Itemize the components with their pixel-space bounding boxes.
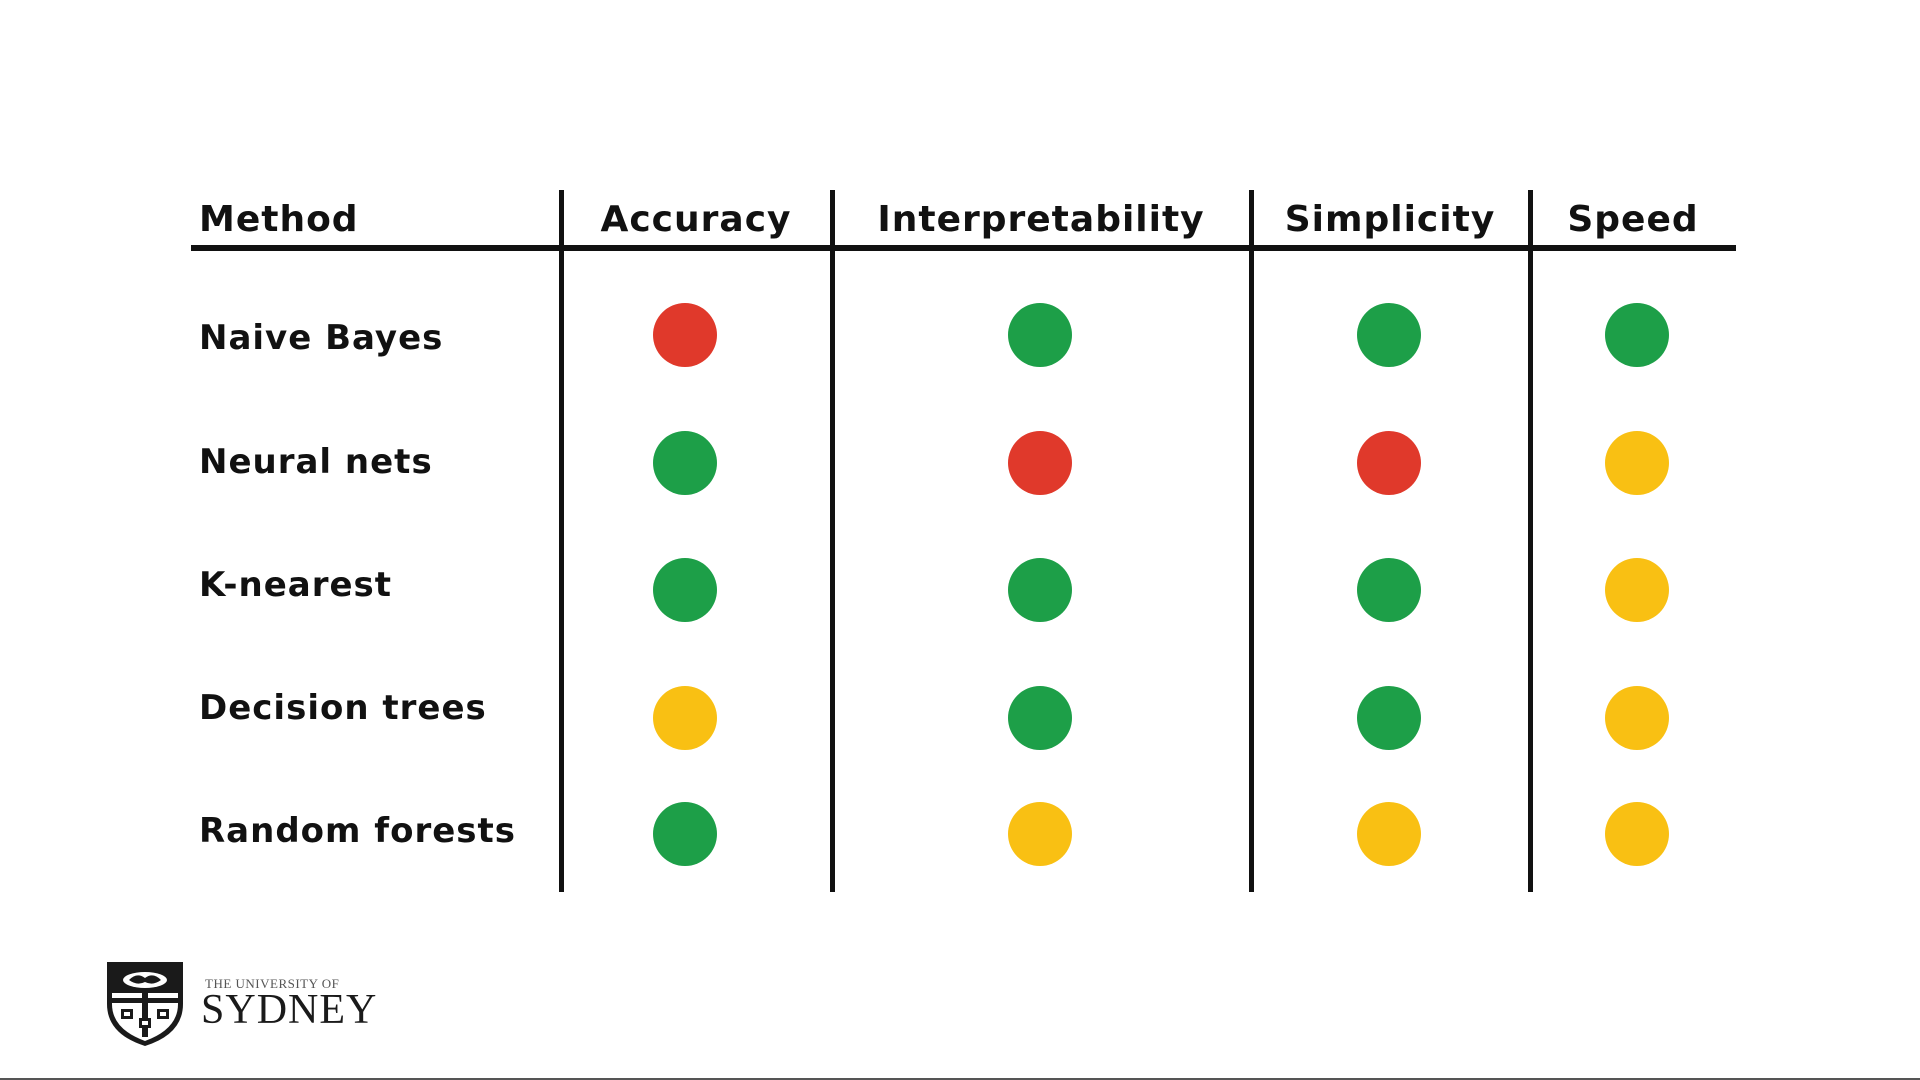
bottom-border <box>0 1078 1920 1080</box>
crest-icon <box>107 962 183 1046</box>
header-rule <box>191 245 1736 251</box>
header-method: Method <box>199 198 359 240</box>
university-logo: THE UNIVERSITY OF SYDNEY <box>99 956 379 1051</box>
rating-dot-naive-bayes-accuracy <box>653 303 717 367</box>
header-accuracy: Accuracy <box>600 198 792 240</box>
rating-dot-neural-nets-interpretability <box>1008 431 1072 495</box>
column-divider-2 <box>830 190 835 892</box>
rating-dot-decision-trees-interpretability <box>1008 686 1072 750</box>
rating-dot-random-forests-interpretability <box>1008 802 1072 866</box>
column-divider-4 <box>1528 190 1533 892</box>
header-interpretability: Interpretability <box>877 198 1205 240</box>
rating-dot-random-forests-simplicity <box>1357 802 1421 866</box>
rating-dot-random-forests-speed <box>1605 802 1669 866</box>
row-label-naive-bayes: Naive Bayes <box>199 318 444 358</box>
header-simplicity: Simplicity <box>1284 198 1496 240</box>
rating-dot-random-forests-accuracy <box>653 802 717 866</box>
header-speed: Speed <box>1567 198 1699 240</box>
rating-dot-neural-nets-accuracy <box>653 431 717 495</box>
row-label-k-nearest: K-nearest <box>199 565 393 605</box>
row-label-neural-nets: Neural nets <box>199 442 433 482</box>
rating-dot-k-nearest-simplicity <box>1357 558 1421 622</box>
rating-dot-neural-nets-simplicity <box>1357 431 1421 495</box>
rating-dot-k-nearest-interpretability <box>1008 558 1072 622</box>
column-divider-3 <box>1249 190 1254 892</box>
rating-dot-naive-bayes-interpretability <box>1008 303 1072 367</box>
rating-dot-naive-bayes-simplicity <box>1357 303 1421 367</box>
rating-dot-k-nearest-accuracy <box>653 558 717 622</box>
logo-big-text: SYDNEY <box>201 987 378 1033</box>
row-label-random-forests: Random forests <box>199 811 516 851</box>
rating-dot-decision-trees-simplicity <box>1357 686 1421 750</box>
row-label-decision-trees: Decision trees <box>199 688 487 728</box>
logo-small-text: THE UNIVERSITY OF <box>205 976 340 991</box>
rating-dot-k-nearest-speed <box>1605 558 1669 622</box>
column-divider-1 <box>559 190 564 892</box>
rating-dot-naive-bayes-speed <box>1605 303 1669 367</box>
rating-dot-neural-nets-speed <box>1605 431 1669 495</box>
rating-dot-decision-trees-accuracy <box>653 686 717 750</box>
rating-dot-decision-trees-speed <box>1605 686 1669 750</box>
